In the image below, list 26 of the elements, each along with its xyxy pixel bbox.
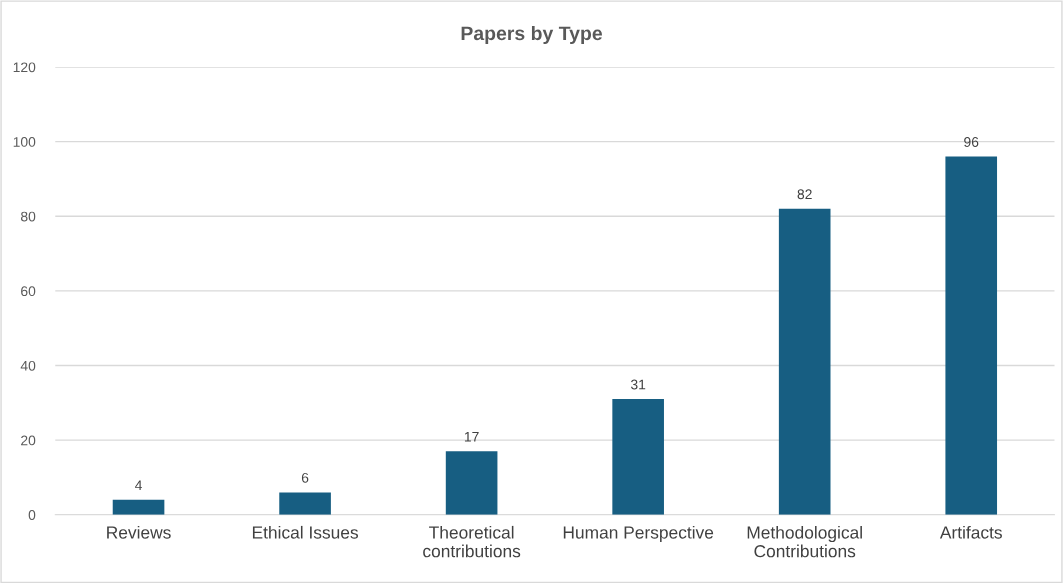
y-tick-label: 0 <box>28 510 36 520</box>
x-tick-label: Theoretical contributions <box>423 525 521 558</box>
bar <box>112 499 165 515</box>
x-tick-label: Methodological Contributions <box>747 525 862 558</box>
x-tick-label: Artifacts <box>939 525 1002 539</box>
x-tick-label: Human Perspective <box>563 525 714 543</box>
data-label: 31 <box>630 379 646 390</box>
y-tick-label: 20 <box>21 435 36 446</box>
data-label: 82 <box>797 189 812 200</box>
data-label: 6 <box>301 472 309 483</box>
bar <box>945 156 998 515</box>
bar <box>612 399 664 515</box>
data-label: 4 <box>135 480 142 491</box>
data-label: 96 <box>964 137 979 147</box>
bar <box>445 451 498 515</box>
x-tick-label: Reviews <box>107 525 171 539</box>
chart-title: Papers by Type <box>461 25 602 45</box>
y-tick-label: 120 <box>13 62 36 73</box>
x-tick-label: Ethical Issues <box>252 525 359 539</box>
bar <box>279 492 331 515</box>
y-tick-label: 40 <box>20 360 36 371</box>
y-tick-label: 80 <box>20 211 36 222</box>
y-tick-label: 100 <box>13 137 36 147</box>
bar <box>778 208 831 515</box>
y-tick-label: 60 <box>21 286 36 297</box>
data-label: 17 <box>464 431 479 442</box>
